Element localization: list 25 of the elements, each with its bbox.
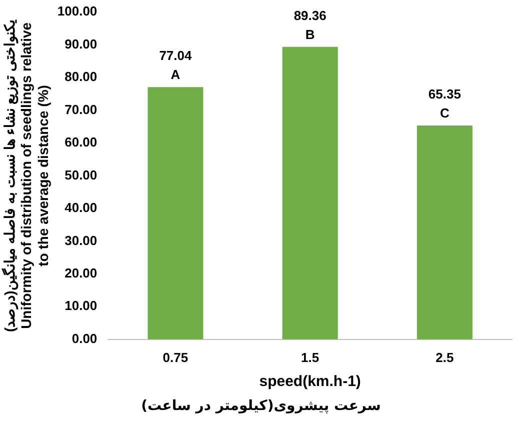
y-tick-label: 20.00 bbox=[64, 266, 98, 280]
y-tick-label: 80.00 bbox=[64, 69, 98, 84]
y-tick-label: 50.00 bbox=[64, 167, 98, 182]
x-tick-label: 0.75 bbox=[162, 350, 188, 365]
data-label: 89.36 bbox=[294, 8, 326, 23]
annotation: A bbox=[170, 67, 181, 82]
annotation: C bbox=[440, 106, 450, 121]
y-tick-label: 30.00 bbox=[64, 232, 98, 248]
y-tick-label: 90.00 bbox=[64, 36, 98, 52]
x-axis-title: speed(km.h-1) bbox=[259, 373, 361, 390]
y-tick-label: 10.00 bbox=[64, 298, 98, 314]
y-tick-label: 100.00 bbox=[57, 4, 98, 19]
bar bbox=[416, 125, 472, 340]
y-tick-label: 0.00 bbox=[72, 330, 98, 346]
x-tick-label: 1.5 bbox=[301, 350, 320, 365]
x-tick-label: 2.5 bbox=[436, 350, 454, 365]
annotation: B bbox=[305, 26, 315, 42]
y-tick-label: 60.00 bbox=[64, 134, 98, 150]
data-label: 77.04 bbox=[159, 48, 192, 64]
y-tick-label: 70.00 bbox=[64, 102, 98, 117]
y-tick-label: 40.00 bbox=[64, 200, 98, 216]
text: سرعت پیشروی(کیلومتر در ساعت) bbox=[140, 398, 382, 414]
data-label: 65.35 bbox=[428, 86, 461, 102]
bar bbox=[148, 87, 204, 340]
bar bbox=[282, 46, 338, 340]
